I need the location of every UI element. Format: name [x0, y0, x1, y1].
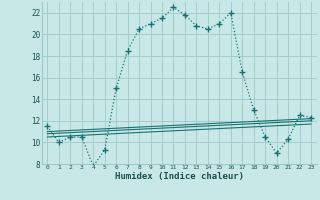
- X-axis label: Humidex (Indice chaleur): Humidex (Indice chaleur): [115, 172, 244, 181]
